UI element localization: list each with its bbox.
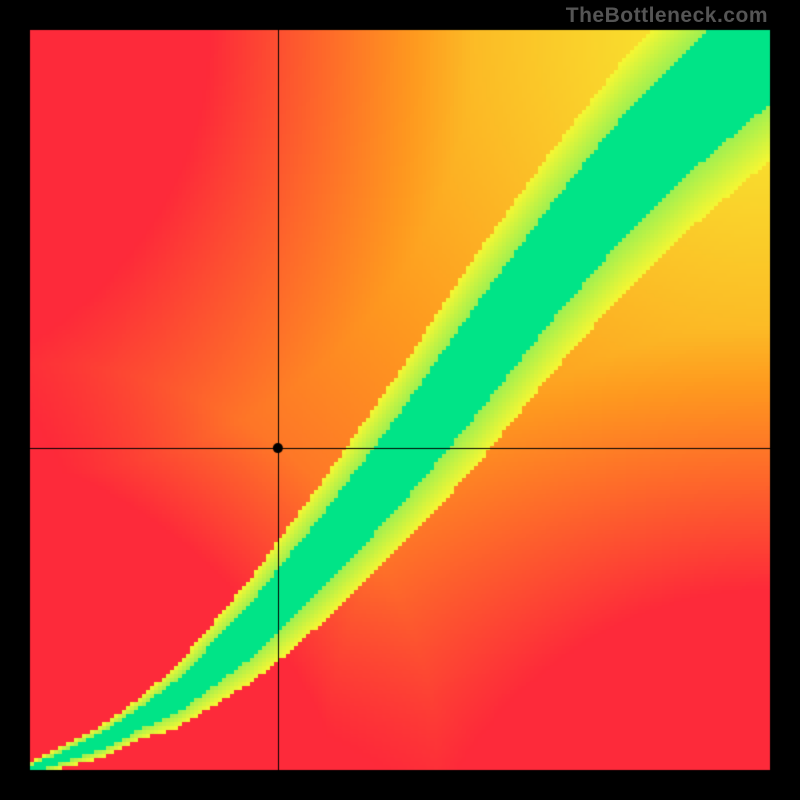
watermark-text: TheBottleneck.com [566,4,768,28]
bottleneck-heatmap [0,0,800,800]
chart-container: TheBottleneck.com [0,0,800,800]
